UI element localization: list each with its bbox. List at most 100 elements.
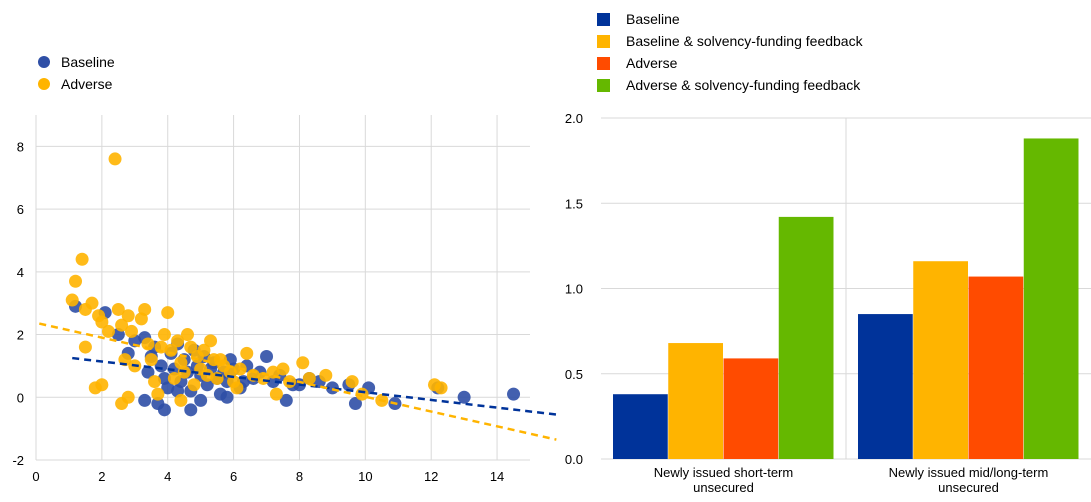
scatter-point-adverse [161, 306, 175, 320]
bar-baseline-solvency-funding-feedback-1 [668, 343, 723, 459]
scatter-point-adverse [434, 381, 448, 395]
legend-label-baseline: Baseline [626, 11, 680, 27]
scatter-point-adverse [121, 309, 135, 323]
scatter-x-tick-label: 14 [490, 469, 504, 484]
scatter-point-adverse [108, 152, 122, 166]
legend-swatch-adverse-solvency-funding-feedback [597, 79, 610, 92]
bar-marks [613, 138, 1079, 459]
scatter-point-adverse [296, 356, 310, 370]
scatter-point-baseline [161, 381, 175, 395]
scatter-point-adverse [240, 346, 254, 360]
legend-label-adverse-solvency-funding-feedback: Adverse & solvency-funding feedback [626, 77, 861, 93]
scatter-point-baseline [141, 365, 155, 379]
scatter-point-baseline [157, 403, 171, 417]
scatter-point-adverse [266, 365, 280, 379]
bar-category-label: unsecured [938, 480, 999, 495]
scatter-point-baseline [184, 403, 198, 417]
scatter-y-tick-label: 0 [17, 390, 24, 405]
scatter-point-baseline [138, 393, 152, 407]
scatter-axis-ticks: 0 2 4 6 8 10 12 14 -2 0 2 4 6 8 [12, 139, 504, 484]
bar-adverse-solvency-funding-feedback-2 [1023, 138, 1079, 459]
scatter-point-adverse [111, 302, 125, 316]
scatter-point-adverse [200, 368, 214, 382]
bar-y-tick-label: 2.0 [565, 111, 583, 126]
scatter-point-baseline [260, 350, 274, 363]
scatter-point-adverse [171, 334, 185, 348]
scatter-point-adverse [230, 381, 244, 395]
bar-adverse-1 [723, 358, 779, 459]
scatter-trendlines [39, 322, 557, 441]
bar-baseline-solvency-funding-feedback-2 [913, 261, 968, 459]
scatter-point-adverse [115, 318, 129, 332]
bar-y-tick-label: 0.5 [565, 367, 583, 382]
scatter-x-tick-label: 12 [424, 469, 438, 484]
scatter-point-adverse [75, 252, 89, 266]
bar-legend: Baseline Baseline & solvency-funding feed… [597, 11, 864, 93]
scatter-point-adverse [121, 390, 135, 404]
scatter-legend: Baseline Adverse [38, 54, 115, 92]
legend-marker-adverse [38, 78, 50, 90]
legend-label-baseline: Baseline [61, 54, 115, 70]
bar-y-tick-label: 1.5 [565, 196, 583, 211]
scatter-point-adverse [276, 362, 290, 376]
legend-marker-baseline [38, 56, 50, 68]
scatter-point-adverse [174, 393, 188, 407]
scatter-point-baseline [279, 393, 293, 407]
bar-baseline-1 [613, 394, 668, 459]
scatter-point-baseline [348, 397, 362, 411]
scatter-x-tick-label: 4 [164, 469, 171, 484]
scatter-point-adverse [78, 340, 92, 354]
scatter-y-tick-label: 2 [17, 328, 24, 343]
scatter-point-adverse [204, 334, 218, 348]
bar-y-tick-label: 1.0 [565, 282, 583, 297]
scatter-point-adverse [184, 340, 198, 354]
scatter-point-adverse [187, 378, 201, 392]
scatter-x-tick-label: 8 [296, 469, 303, 484]
scatter-y-tick-label: -2 [12, 453, 24, 468]
scatter-point-adverse [197, 343, 211, 357]
trendline-adverse [39, 322, 557, 441]
scatter-y-tick-label: 4 [17, 265, 24, 280]
scatter-x-tick-label: 6 [230, 469, 237, 484]
scatter-point-adverse [345, 375, 359, 389]
scatter-point-adverse [144, 353, 158, 367]
scatter-y-tick-label: 6 [17, 202, 24, 217]
scatter-point-adverse [138, 302, 152, 316]
scatter-point-adverse [319, 368, 333, 382]
legend-label-adverse: Adverse [61, 76, 113, 92]
bar-category-label: Newly issued short-term [654, 465, 793, 480]
scatter-x-tick-label: 10 [358, 469, 372, 484]
scatter-point-adverse [148, 375, 162, 389]
scatter-gridlines [35, 115, 530, 461]
scatter-points [65, 152, 521, 417]
bar-category-label: unsecured [693, 480, 754, 495]
scatter-y-tick-label: 8 [17, 139, 24, 154]
legend-label-adverse: Adverse [626, 55, 678, 71]
scatter-point-adverse [157, 328, 171, 342]
bar-adverse-solvency-funding-feedback-1 [778, 216, 834, 459]
scatter-point-adverse [101, 324, 115, 338]
scatter-x-tick-label: 0 [32, 469, 39, 484]
scatter-point-adverse [95, 315, 109, 329]
scatter-point-baseline [194, 393, 208, 407]
legend-swatch-baseline-solvency-funding-feedback [597, 35, 610, 48]
scatter-point-baseline [200, 378, 214, 392]
scatter-point-adverse [65, 293, 79, 307]
scatter-point-adverse [85, 296, 99, 310]
scatter-point-adverse [151, 387, 165, 401]
legend-swatch-baseline [597, 13, 610, 26]
scatter-point-baseline [220, 390, 234, 404]
scatter-point-adverse [125, 324, 139, 338]
bar-y-tick-label: 0.0 [565, 452, 583, 467]
scatter-point-baseline [457, 390, 471, 404]
scatter-point-adverse [167, 371, 181, 385]
scatter-point-adverse [269, 387, 283, 401]
scatter-point-adverse [69, 274, 83, 288]
bar-category-label: Newly issued mid/long-term [889, 465, 1049, 480]
scatter-point-adverse [302, 371, 316, 385]
bar-baseline-2 [858, 314, 913, 459]
bar-adverse-2 [968, 276, 1024, 459]
scatter-point-adverse [95, 378, 109, 392]
